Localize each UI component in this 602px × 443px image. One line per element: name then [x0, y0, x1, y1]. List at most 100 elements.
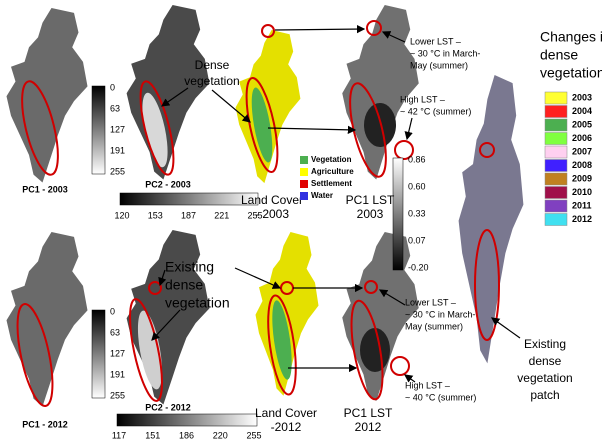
text-line: ~ 42 °C (summer) [400, 106, 471, 116]
arrow [378, 289, 406, 306]
legend-swatch [300, 180, 308, 188]
text-line: dense [540, 47, 578, 63]
maps [6, 5, 524, 407]
text-line: May (summer) [405, 321, 463, 331]
legend-swatch [544, 159, 568, 172]
arrow [234, 267, 282, 289]
panel-label: PC2 - 2012 [145, 402, 191, 412]
land-cover-veg [272, 300, 292, 380]
legend-label: 2009 [572, 173, 592, 183]
text-line: Land Cover [241, 193, 303, 207]
legend-label: 2006 [572, 133, 592, 143]
pc2-map [126, 5, 210, 180]
arrow [211, 89, 251, 123]
text-line: Existing [524, 337, 566, 351]
pc1-map [6, 8, 88, 183]
colorbar-tick-label: 153 [148, 210, 163, 220]
legend-swatch [544, 91, 568, 105]
circle [394, 140, 414, 160]
arrow [151, 309, 181, 341]
colorbar-tick-label: 151 [145, 430, 160, 440]
arrows [151, 24, 521, 383]
colorbar-tick-label: 186 [179, 430, 194, 440]
circle [479, 142, 495, 158]
legend-swatch [544, 199, 568, 213]
text-line: Land Cover [255, 406, 317, 420]
legend-label: 2012 [572, 214, 592, 224]
circle [390, 356, 410, 376]
colorbar-tick-label: 191 [110, 145, 125, 155]
colorbar [116, 413, 258, 427]
colorbar-tick-label: 220 [213, 430, 228, 440]
colorbar-tick-label: 63 [110, 327, 120, 337]
colorbar-tick-label: 187 [181, 210, 196, 220]
legend-swatch [544, 105, 568, 118]
text-line: ~ 30 °C in March- [405, 309, 475, 319]
legend-swatch [544, 172, 568, 186]
colorbar-tick-label: 0 [110, 82, 115, 92]
circle [366, 20, 382, 36]
ellipse [139, 80, 175, 176]
circle [364, 280, 378, 294]
legend-label: Settlement [311, 179, 352, 188]
colorbar-tick-label: 255 [110, 390, 125, 400]
labels: PC1 - 2003 PC2 - 2003 PC1 - 2012 PC2 - 2… [22, 179, 191, 429]
colorbar [91, 309, 106, 399]
colorbar-tick-label: 0.33 [408, 208, 426, 218]
circle [148, 281, 162, 295]
pc2-bright [137, 310, 163, 390]
text-line: vegetation [184, 74, 239, 88]
text-line: PC1 LST [346, 193, 395, 207]
legend-label: 2010 [572, 187, 592, 197]
colorbar [91, 85, 106, 175]
text-line: PC1 LST [344, 406, 393, 420]
arrow [404, 117, 413, 141]
legend-label: 2011 [572, 200, 592, 210]
legend-swatch [300, 156, 308, 164]
colorbar-tick-label: 0.86 [408, 154, 426, 164]
arrow [267, 125, 357, 135]
colorbar-tick-label: 127 [110, 348, 125, 358]
change-map [458, 75, 524, 364]
legend-label: Vegetation [311, 155, 352, 164]
arrow [404, 374, 416, 383]
ellipse [129, 298, 163, 402]
arrow [158, 269, 167, 287]
arrow [381, 31, 406, 43]
land-cover-veg [251, 87, 273, 163]
colorbar-tick-label: 63 [110, 103, 120, 113]
text-line: vegetation [517, 371, 572, 385]
lst-dark [360, 328, 390, 372]
text-line: High LST – [405, 380, 450, 390]
legend-swatch [544, 213, 568, 226]
legend-label: Water [311, 191, 333, 200]
legend-swatch [544, 132, 568, 145]
legend-label: 2003 [572, 92, 592, 102]
text-line: -2012 [271, 420, 302, 434]
text-line: Lower LST – [410, 36, 461, 46]
legend-label: 2005 [572, 119, 592, 129]
panel-label: PC1 - 2012 [22, 419, 68, 429]
text-line: dense [165, 277, 203, 293]
panel-label: PC1 - 2003 [22, 184, 68, 194]
text-line: Existing [165, 259, 214, 275]
legend-swatch [544, 118, 568, 132]
text-line: ~ 40 °C (summer) [405, 392, 476, 402]
text-line: Dense [195, 58, 230, 72]
ellipse [245, 76, 279, 174]
text-line: dense [529, 354, 562, 368]
colorbar-tick-label: 0.07 [408, 235, 426, 245]
legend-label: 2007 [572, 146, 592, 156]
text-line: 2012 [355, 420, 382, 434]
text-line: patch [530, 388, 559, 402]
legend-label: Agriculture [311, 167, 354, 176]
legend-swatch [300, 192, 308, 200]
lst-dark [364, 103, 396, 147]
colorbar-tick-label: 191 [110, 369, 125, 379]
pc2-bright [142, 92, 168, 168]
circle [261, 24, 275, 38]
text-line: vegetation [165, 295, 230, 311]
